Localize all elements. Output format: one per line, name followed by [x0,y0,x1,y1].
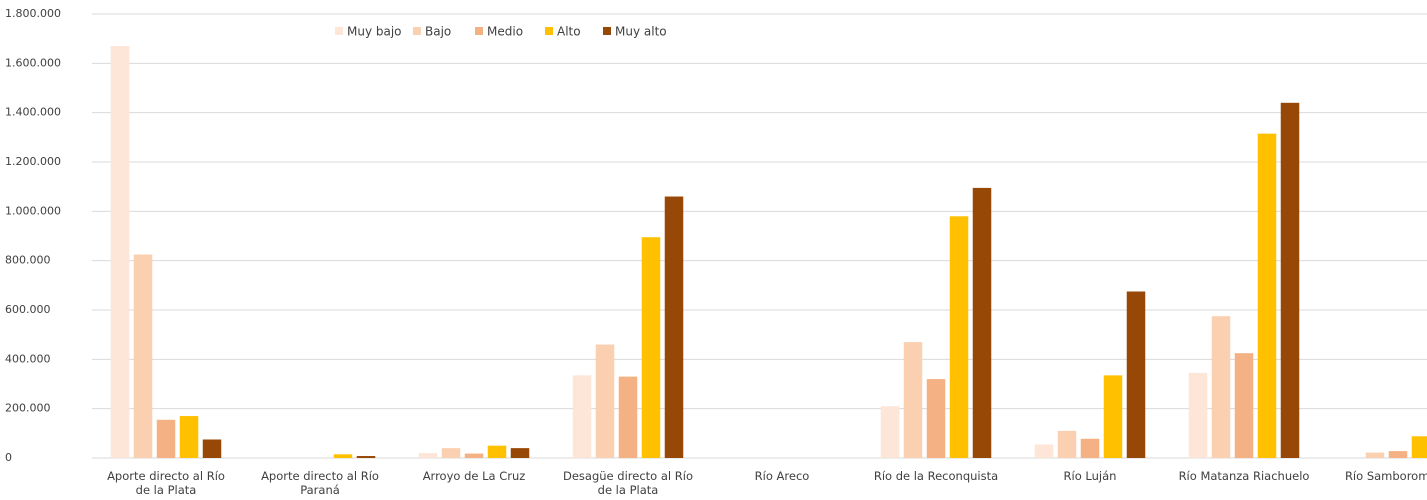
y-tick-label: 600.000 [5,303,51,316]
legend-item: Bajo [413,25,451,39]
x-category-label: Río Matanza Riachuelo [1179,469,1310,483]
legend-label: Medio [487,25,523,39]
x-category-label: Aporte directo al Río de la Plata [107,469,225,497]
legend-label: Alto [557,25,581,39]
x-category-label: Río Luján [1064,469,1117,483]
bar-alto [949,216,969,458]
legend-item: Muy alto [603,25,667,39]
bar-alto [641,237,661,458]
y-tick-label: 1.400.000 [5,106,61,119]
bar-muy-alto [664,196,684,459]
bar-series [110,46,1427,459]
legend: Muy bajo Bajo Medio Alto Muy alto [335,25,667,39]
y-tick-label: 1.800.000 [5,7,61,20]
x-category-label: Río de la Reconquista [874,469,998,483]
bar-medio [618,376,638,458]
bar-muy-alto [202,439,222,458]
legend-swatch [413,27,421,35]
y-tick-label: 1.200.000 [5,155,61,168]
bar-bajo [1057,430,1077,458]
bar-medio [926,379,946,458]
x-category-label: Río Samborombón [1345,469,1427,483]
bar-alto [179,416,199,458]
bar-bajo [441,448,461,458]
bar-bajo [133,254,153,458]
bar-medio [156,419,176,458]
bar-bajo [595,344,615,458]
legend-item: Medio [475,25,523,39]
y-tick-label: 1.000.000 [5,204,61,217]
x-category-label: Arroyo de La Cruz [423,469,526,483]
y-axis-tick-labels: 0 200.000 400.000 600.000 800.000 1.000.000 1.… [5,7,61,464]
bar-alto [487,445,507,458]
x-category-label: Aporte directo al Río Paraná [261,469,379,497]
y-tick-label: 1.600.000 [5,56,61,69]
bar-alto [1103,375,1123,458]
bar-alto [1411,436,1427,458]
bar-muy-bajo [110,46,130,459]
y-tick-label: 400.000 [5,352,51,365]
bar-muy-bajo [880,406,900,458]
legend-swatch [335,27,343,35]
bar-medio [1080,438,1100,458]
bar-bajo [903,342,923,458]
legend-label: Muy alto [615,25,667,39]
legend-item: Alto [545,25,581,39]
y-tick-label: 0 [5,451,12,464]
bar-medio [1388,451,1408,458]
y-tick-label: 200.000 [5,402,51,415]
bar-alto [1257,133,1277,458]
x-category-label: Desagüe directo al Río de la Plata [563,469,693,497]
bar-muy-bajo [1188,372,1208,458]
bar-muy-bajo [572,375,592,458]
bar-muy-alto [356,456,376,458]
legend-label: Bajo [425,25,451,39]
bar-muy-alto [1126,291,1146,458]
legend-item: Muy bajo [335,25,402,39]
gridlines [92,13,1427,459]
bar-bajo [1365,452,1385,458]
legend-swatch [603,27,611,35]
x-category-label: Río Areco [755,469,810,483]
bar-alto [333,454,353,458]
bar-muy-bajo [1034,444,1054,458]
bar-muy-alto [1280,102,1300,459]
bar-medio [464,453,484,458]
bar-bajo [1211,316,1231,458]
legend-swatch [475,27,483,35]
x-axis-category-labels: Aporte directo al Río de la Plata Aporte d… [107,469,1427,497]
legend-swatch [545,27,553,35]
bar-muy-alto [972,187,992,458]
y-tick-label: 800.000 [5,254,51,267]
legend-label: Muy bajo [347,25,402,39]
bar-muy-alto [510,448,530,458]
bar-medio [1234,353,1254,458]
bar-muy-bajo [418,453,438,458]
